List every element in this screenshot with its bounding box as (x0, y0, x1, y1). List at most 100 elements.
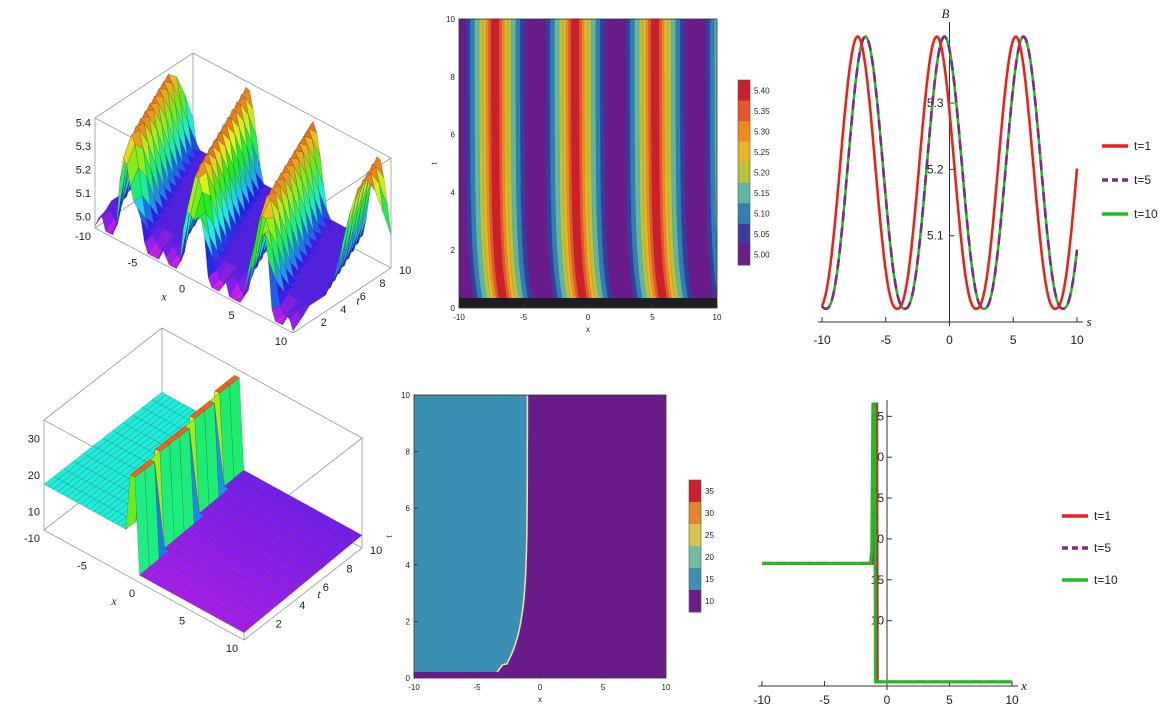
p5-left-region (414, 395, 528, 672)
p1-z-tick-label: 5.1 (76, 188, 91, 200)
p2-contour-band (411, 19, 428, 308)
p4-x-tick-label: 10 (226, 643, 238, 655)
p4-t-tick-label: 10 (370, 545, 382, 557)
p1-x-tick-label: 5 (228, 310, 234, 322)
p1-t-tick-label: 8 (379, 278, 385, 290)
p3-series-t=5 (820, 35, 1079, 311)
p2-colorbar-swatch (738, 121, 750, 143)
p2-colorbar-frame (737, 79, 751, 266)
p2-colorbar-swatch (738, 203, 750, 225)
p2-contour-band (491, 19, 509, 308)
p1-t-tick-label: 4 (340, 304, 346, 316)
p5-colorbar-label: 20 (705, 553, 714, 562)
p4-x-tick-label: 0 (129, 588, 135, 600)
p3-series-t=1 (820, 35, 1079, 311)
p5-y-tick-label: 8 (406, 448, 411, 457)
p3-x-tick-label: 0 (946, 333, 953, 347)
p4-t-tick-label: 2 (276, 619, 282, 631)
p2-colorbar-label: 5.35 (754, 107, 770, 116)
p5-colorbar-swatch (689, 524, 701, 547)
contour-plot-top-middle: -10 -5 0 5 10 0 2 4 6 8 10 x t 5.40 5.35 5.30 5.25 5.20 5.… (386, 15, 770, 334)
p1-z-tick-label: 5.2 (76, 164, 91, 176)
p6-legend-label: t=1 (1094, 509, 1111, 523)
p1-box-edge (94, 52, 194, 119)
p2-y-tick-label: 2 (451, 246, 456, 255)
p5-colorbar-swatch (689, 502, 701, 525)
p3-legend-label: t=5 (1134, 173, 1151, 187)
p2-y-tick-label: 6 (451, 131, 456, 140)
p3-y-axis-label: B (942, 6, 950, 21)
p5-colorbar-label: 10 (705, 597, 714, 606)
p5-x-tick-label: 0 (538, 683, 543, 692)
p2-contour-band (386, 19, 455, 308)
p2-initial-layer (459, 298, 717, 308)
p2-colorbar-swatch (738, 244, 750, 266)
p5-y-axis-label: t (385, 535, 394, 538)
p5-colorbar-swatch (689, 480, 701, 503)
p1-t-tick-label: 6 (360, 291, 366, 303)
p5-colorbar-label: 35 (705, 487, 714, 496)
p5-colorbar-swatch (689, 590, 701, 613)
p5-x-tick-label: 5 (601, 683, 606, 692)
p1-x-axis-label: x (160, 290, 167, 304)
p1-x-tick-label: 10 (275, 336, 287, 348)
p1-box-edge (94, 227, 294, 334)
p3-x-axis-label: s (1086, 314, 1091, 329)
p1-surface (94, 73, 392, 332)
p2-x-axis-label: x (586, 325, 590, 334)
p1-box-edge (192, 52, 392, 159)
p4-t-tick-label: 6 (323, 582, 329, 594)
p2-colorbar-label: 5.25 (754, 148, 770, 157)
p5-colorbar-label: 25 (705, 531, 714, 540)
p1-t-tick-label: 10 (399, 265, 411, 277)
p5-y-tick-label: 0 (406, 674, 411, 683)
p1-surface-patch (289, 310, 302, 332)
p2-colorbar-label: 5.00 (754, 251, 770, 260)
surface-plot-bottom-left: -10 -5 0 5 10 2 4 6 8 10 10 20 30 x t (24, 327, 382, 655)
p4-t-axis-label: t (317, 587, 321, 601)
p2-colorbar-swatch (738, 141, 750, 163)
p4-box-edge (243, 547, 363, 641)
p2-colorbar-label: 5.30 (754, 127, 770, 136)
p1-z-tick-label: 5.0 (76, 211, 91, 223)
p4-surface (43, 374, 363, 633)
p4-x-axis-label: x (110, 594, 117, 608)
p2-contour-band (409, 19, 432, 308)
p2-colorbar-label: 5.20 (754, 169, 770, 178)
p3-x-tick-label: -10 (813, 333, 831, 347)
p2-colorbar-swatch (738, 182, 750, 204)
p5-y-tick-label: 4 (406, 561, 411, 570)
p2-x-tick-label: 5 (650, 313, 655, 322)
p1-t-tick-label: 2 (321, 317, 327, 329)
p3-y-tick-label: 5.1 (927, 229, 944, 243)
p2-contour-field (386, 19, 717, 308)
p5-colorbar-swatch (689, 546, 701, 569)
p2-y-axis-label: t (430, 162, 439, 165)
p2-y-tick-label: 0 (451, 304, 456, 313)
p4-x-tick-label: -5 (77, 561, 87, 573)
p3-x-tick-label: -5 (880, 333, 891, 347)
p5-colorbar-swatch (689, 568, 701, 591)
p5-colorbar-label: 15 (705, 575, 714, 584)
p2-colorbar-label: 5.10 (754, 210, 770, 219)
p5-x-axis-label: x (538, 695, 542, 704)
p6-x-tick-label: -10 (753, 693, 771, 707)
p6-x-tick-label: 5 (946, 693, 953, 707)
p3-legend-label: t=1 (1134, 139, 1151, 153)
p5-x-tick-label: -5 (473, 683, 481, 692)
p2-colorbar-label: 5.40 (754, 86, 770, 95)
p2-y-tick-label: 4 (451, 188, 456, 197)
p5-colorbar-label: 30 (705, 509, 714, 518)
p4-z-tick-label: 30 (28, 433, 40, 445)
p2-colorbar-swatch (738, 162, 750, 184)
p3-y-tick-label: 5.2 (927, 162, 944, 176)
p1-z-tick-label: 5.4 (76, 118, 91, 130)
p2-colorbar-label: 5.05 (754, 230, 770, 239)
p1-z-tick-label: 5.3 (76, 141, 91, 153)
p5-y-tick-label: 2 (406, 617, 411, 626)
p1-box-edge (292, 267, 392, 334)
p2-x-tick-label: -10 (453, 313, 465, 322)
p2-contour-band (571, 19, 589, 308)
